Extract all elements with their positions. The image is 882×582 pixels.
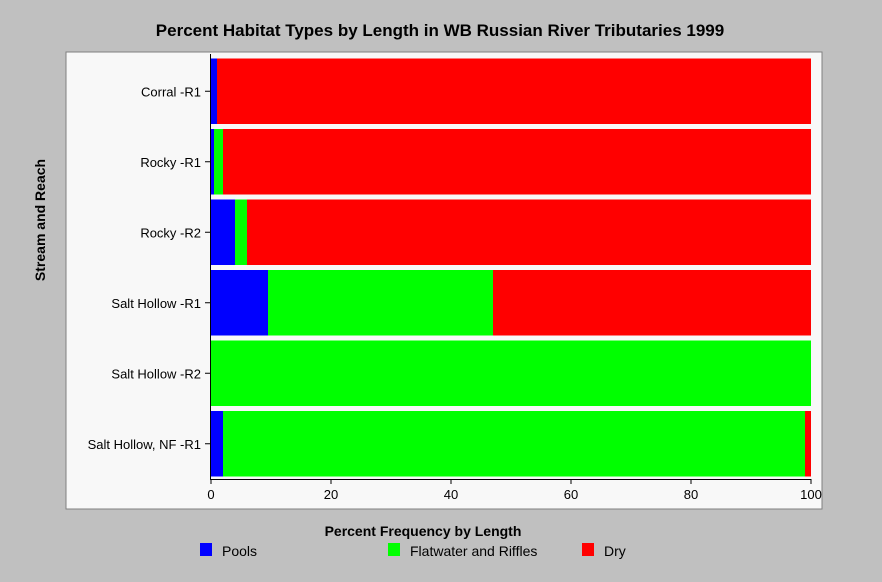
x-tick-label-0: 0 (207, 487, 214, 502)
bar-flatwater-and-riffles-rocky-r1 (214, 129, 223, 195)
bar-dry-rocky-r2 (247, 199, 811, 265)
y-axis-label: Stream and Reach (32, 159, 48, 281)
y-tick-label-corral-r1: Corral -R1 (141, 84, 201, 99)
bar-pools-corral-r1 (211, 58, 217, 124)
legend-label-pools: Pools (222, 543, 257, 559)
x-tick-label-60: 60 (564, 487, 578, 502)
x-tick-label-100: 100 (800, 487, 822, 502)
y-tick-label-rocky-r1: Rocky -R1 (140, 155, 201, 170)
bar-pools-salt-hollow-nf-r1 (211, 411, 223, 477)
y-tick-label-salt-hollow-r2: Salt Hollow -R2 (111, 366, 201, 381)
legend-swatch-pools (200, 543, 212, 556)
bar-flatwater-and-riffles-salt-hollow-nf-r1 (223, 411, 805, 477)
bar-pools-rocky-r2 (211, 199, 235, 265)
x-axis-label: Percent Frequency by Length (325, 523, 522, 539)
bar-flatwater-and-riffles-rocky-r2 (235, 199, 247, 265)
bar-pools-rocky-r1 (211, 129, 214, 195)
bar-dry-corral-r1 (217, 58, 811, 124)
bar-pools-salt-hollow-r1 (211, 270, 268, 336)
x-axis: 0 20 40 60 80 100 (207, 479, 822, 502)
bars-group (211, 58, 811, 477)
bar-flatwater-and-riffles-salt-hollow-r2 (211, 340, 811, 406)
y-tick-label-salt-hollow-nf-r1: Salt Hollow, NF -R1 (88, 437, 201, 452)
bar-dry-salt-hollow-r1 (493, 270, 811, 336)
chart-title: Percent Habitat Types by Length in WB Ru… (156, 21, 724, 40)
legend-swatch-dry (582, 543, 594, 556)
y-axis: Corral -R1 Rocky -R1 Rocky -R2 Salt Hollow … (88, 54, 211, 480)
x-tick-label-40: 40 (444, 487, 458, 502)
legend-swatch-flatwater-and-riffles (388, 543, 400, 556)
legend-label-flatwater-and-riffles: Flatwater and Riffles (410, 543, 537, 559)
bar-dry-rocky-r1 (223, 129, 811, 195)
y-tick-label-rocky-r2: Rocky -R2 (140, 225, 201, 240)
legend-label-dry: Dry (604, 543, 626, 559)
bar-dry-salt-hollow-nf-r1 (805, 411, 811, 477)
y-tick-label-salt-hollow-r1: Salt Hollow -R1 (111, 296, 201, 311)
x-tick-label-20: 20 (324, 487, 338, 502)
legend: Pools Flatwater and Riffles Dry (200, 543, 626, 559)
bar-flatwater-and-riffles-salt-hollow-r1 (268, 270, 493, 336)
x-tick-label-80: 80 (684, 487, 698, 502)
